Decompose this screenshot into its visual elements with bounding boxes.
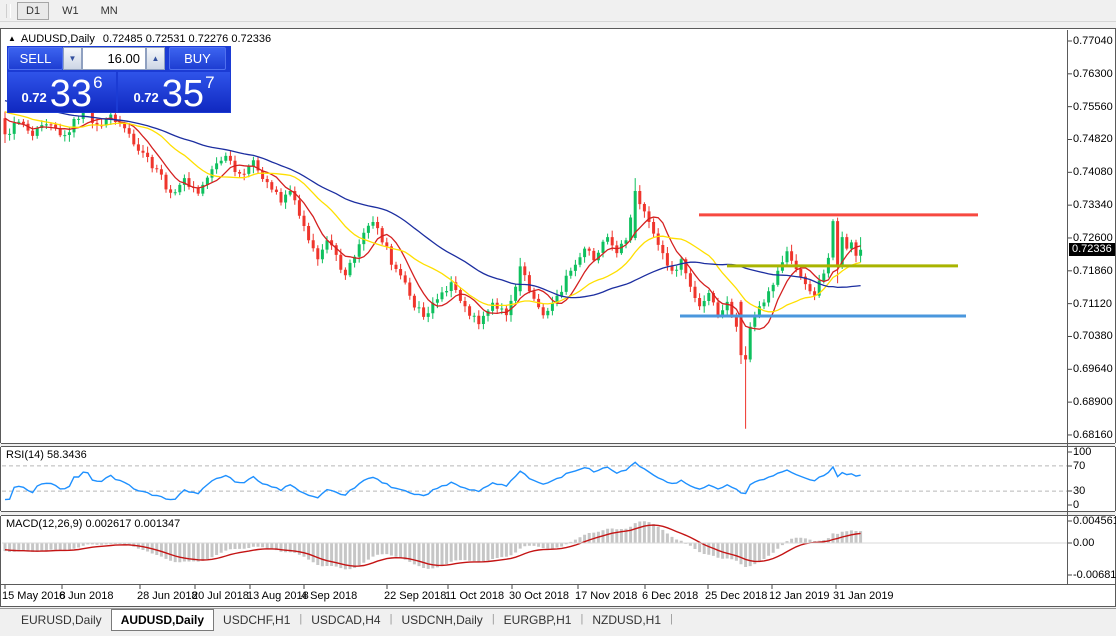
symbol-tab-eurusd[interactable]: EURUSD,Daily [21, 613, 102, 627]
symbol-tab-bar: EURUSD,Daily AUDUSD,Daily USDCHF,H1 | USDCAD… [0, 608, 1116, 636]
timeframe-button-d1[interactable]: D1 [17, 1, 50, 20]
tab-separator: | [299, 613, 303, 625]
tab-separator: | [491, 613, 495, 625]
buy-price-pips: 35 [161, 72, 205, 115]
volume-input[interactable]: 16.00 [82, 47, 146, 70]
tab-separator: | [389, 613, 393, 625]
one-click-trading-panel: SELL ▼ 16.00 ▲ BUY 0.72 33 6 0.72 35 7 [8, 47, 230, 115]
collapse-triangle-icon[interactable]: ▲ [8, 34, 16, 43]
chart-symbol-label: AUDUSD,Daily [20, 33, 95, 45]
tab-separator: | [580, 613, 584, 625]
buy-price-point: 7 [205, 73, 215, 92]
chart-title: ▲ AUDUSD,Daily 0.72485 0.72531 0.72276 0.7… [8, 33, 271, 45]
sell-price-pips: 33 [49, 72, 93, 115]
rsi-label: RSI(14) 58.3436 [6, 449, 87, 461]
sell-price-point: 6 [93, 73, 103, 92]
timeframe-button-w1[interactable]: W1 [62, 4, 79, 17]
volume-down-icon[interactable]: ▼ [63, 47, 82, 70]
sell-price-display[interactable]: 0.72 33 6 [8, 72, 116, 115]
symbol-tab-eurgbp[interactable]: EURGBP,H1 [503, 613, 572, 627]
symbol-tab-usdcad[interactable]: USDCAD,H4 [311, 613, 381, 627]
symbol-tab-audusd[interactable]: AUDUSD,Daily [110, 609, 215, 631]
sell-button[interactable]: SELL [8, 47, 63, 70]
sell-price-prefix: 0.72 [21, 90, 47, 105]
macd-label: MACD(12,26,9) 0.002617 0.001347 [6, 518, 181, 530]
chart-canvas[interactable] [0, 28, 1116, 608]
volume-up-icon[interactable]: ▲ [146, 47, 165, 70]
tab-separator: | [670, 613, 673, 625]
timeframe-toolbar: D1 W1 MN [0, 0, 1116, 22]
symbol-tab-nzdusd[interactable]: NZDUSD,H1 [592, 613, 662, 627]
buy-button[interactable]: BUY [169, 47, 226, 70]
buy-price-prefix: 0.72 [133, 90, 159, 105]
toolbar-grip[interactable] [6, 3, 11, 18]
symbol-tab-usdchf[interactable]: USDCHF,H1 [223, 613, 291, 627]
buy-price-display[interactable]: 0.72 35 7 [118, 72, 230, 115]
symbol-tab-usdcnh[interactable]: USDCNH,Daily [401, 613, 483, 627]
chart-ohlc-values: 0.72485 0.72531 0.72276 0.72336 [102, 33, 272, 45]
timeframe-button-mn[interactable]: MN [100, 4, 118, 17]
current-price-tag: 0.72336 [1069, 243, 1115, 257]
